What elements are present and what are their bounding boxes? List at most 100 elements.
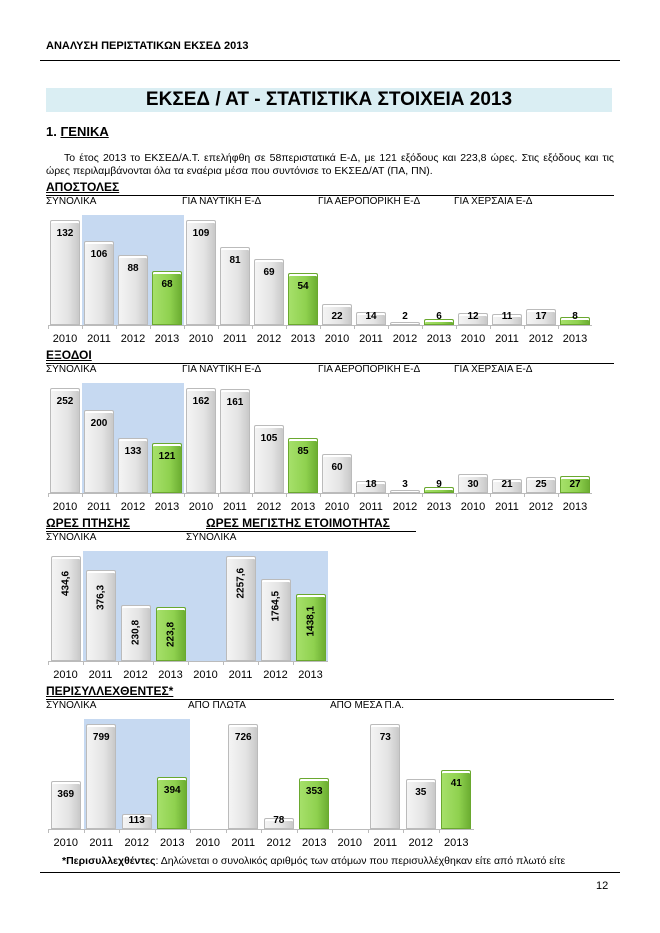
panel-label: ΓΙΑ ΝΑΥΤΙΚΗ Ε-Δ bbox=[182, 196, 262, 207]
x-tick bbox=[48, 325, 49, 329]
x-tick bbox=[286, 325, 287, 329]
x-tick bbox=[320, 493, 321, 497]
x-tick bbox=[118, 661, 119, 665]
bar-value-label: 14 bbox=[365, 311, 377, 322]
x-tick bbox=[188, 661, 189, 665]
page-title: ΕΚΣΕΔ / ΑΤ - ΣΤΑΤΙΣΤΙΚΑ ΣΤΟΙΧΕΙΑ 2013 bbox=[46, 88, 612, 112]
bar-2013 bbox=[424, 487, 454, 493]
bar-value-label: 22 bbox=[331, 311, 343, 322]
bar-2012 bbox=[118, 255, 148, 325]
x-tick-label: 2012 bbox=[392, 333, 418, 345]
x-tick bbox=[119, 829, 120, 833]
bar-value-label: 25 bbox=[535, 479, 547, 490]
bar-value-label: 230,8 bbox=[130, 620, 141, 646]
bar-2010 bbox=[50, 388, 80, 493]
x-tick-label: 2013 bbox=[290, 333, 316, 345]
x-tick bbox=[388, 493, 389, 497]
x-tick-label: 2012 bbox=[408, 837, 433, 849]
panel-label: ΓΙΑ ΧΕΡΣΑΙΑ Ε-Δ bbox=[454, 196, 533, 207]
section-title: ΓΕΝΙΚΑ bbox=[60, 124, 109, 139]
panel-label: ΑΠΟ ΠΛΩΤΑ bbox=[188, 700, 246, 711]
bar-value-label: 73 bbox=[379, 732, 391, 743]
x-tick bbox=[332, 829, 333, 833]
x-tick bbox=[154, 829, 156, 833]
bar-value-label: 3 bbox=[402, 479, 408, 490]
bar-value-label: 109 bbox=[192, 228, 210, 239]
x-tick bbox=[438, 829, 440, 833]
x-tick bbox=[116, 493, 117, 497]
chart-title: ΩΡΕΣ ΠΤΗΣΗΣ bbox=[46, 516, 130, 530]
bar-2010 bbox=[186, 388, 216, 493]
bar-2010 bbox=[50, 220, 80, 325]
bar-value-label: 1764,5 bbox=[270, 590, 281, 622]
bar-value-label: 133 bbox=[124, 445, 142, 457]
x-tick bbox=[354, 493, 355, 497]
bar-value-label: 132 bbox=[56, 228, 74, 239]
bar-value-label: 376,3 bbox=[95, 585, 106, 611]
panel-label: ΓΙΑ ΧΕΡΣΑΙΑ Ε-Δ bbox=[454, 364, 533, 375]
panel-label: ΣΥΝΟΛΙΚΑ bbox=[46, 700, 97, 711]
x-tick-label: 2010 bbox=[193, 669, 218, 681]
bar-value-label: 161 bbox=[226, 396, 244, 408]
section-rule bbox=[46, 531, 416, 532]
x-tick bbox=[252, 493, 253, 497]
x-tick bbox=[490, 325, 491, 329]
x-tick bbox=[252, 325, 253, 329]
bar-2013 bbox=[155, 606, 186, 661]
x-tick-label: 2011 bbox=[228, 669, 253, 681]
panel-label: ΓΙΑ ΑΕΡΟΠΟΡΙΚΗ Ε-Δ bbox=[318, 364, 421, 375]
x-tick bbox=[225, 829, 227, 833]
x-tick bbox=[150, 325, 151, 329]
bar-value-label: 8 bbox=[572, 311, 578, 322]
bar-value-label: 27 bbox=[569, 479, 581, 490]
x-tick-label: 2010 bbox=[188, 333, 214, 345]
x-tick bbox=[83, 661, 84, 665]
bar-2013 bbox=[299, 777, 330, 829]
panel-label: ΓΙΑ ΝΑΥΤΙΚΗ Ε-Δ bbox=[182, 364, 262, 375]
bar-value-label: 60 bbox=[331, 462, 343, 474]
x-tick bbox=[218, 325, 219, 329]
x-tick bbox=[116, 325, 117, 329]
bar-value-label: 18 bbox=[365, 479, 377, 490]
x-tick-label: 2013 bbox=[158, 669, 183, 681]
bar-value-label: 223,8 bbox=[165, 621, 176, 647]
bar-2012 bbox=[526, 308, 556, 325]
bar-2013 bbox=[424, 319, 454, 325]
x-tick-label: 2010 bbox=[195, 837, 220, 849]
section-heading: 1. ΓΕΝΙΚΑ bbox=[46, 124, 109, 139]
x-tick-label: 2010 bbox=[337, 837, 362, 849]
bar-2011 bbox=[228, 724, 259, 829]
x-tick bbox=[184, 325, 185, 329]
panel-label: ΣΥΝΟΛΙΚΑ bbox=[46, 532, 97, 543]
bar-2012 bbox=[263, 817, 294, 829]
bar-2013 bbox=[288, 272, 318, 325]
bar-value-label: 106 bbox=[90, 248, 108, 260]
bar-value-label: 105 bbox=[260, 432, 278, 444]
x-tick-label: 2012 bbox=[263, 669, 288, 681]
bar-value-label: 2257,6 bbox=[235, 567, 246, 599]
bar-value-label: 252 bbox=[56, 396, 74, 407]
x-tick-label: 2011 bbox=[231, 837, 256, 849]
x-tick bbox=[82, 325, 83, 329]
bar-2011 bbox=[356, 481, 386, 493]
bar-2012 bbox=[390, 490, 420, 493]
x-tick-label: 2013 bbox=[302, 837, 327, 849]
bar-value-label: 54 bbox=[297, 280, 309, 292]
bar-value-label: 369 bbox=[57, 788, 75, 800]
x-tick bbox=[456, 493, 457, 497]
bar-value-label: 121 bbox=[158, 450, 176, 462]
x-tick bbox=[48, 493, 49, 497]
bar-value-label: 11 bbox=[501, 311, 513, 322]
x-tick bbox=[558, 325, 559, 329]
x-tick-label: 2013 bbox=[562, 333, 588, 345]
bar-2011 bbox=[84, 409, 114, 493]
x-tick bbox=[261, 829, 262, 833]
bar-value-label: 78 bbox=[273, 815, 285, 826]
bar-value-label: 6 bbox=[436, 311, 442, 322]
bar-2010 bbox=[50, 780, 81, 829]
x-tick bbox=[258, 661, 259, 665]
bar-2010 bbox=[322, 303, 352, 325]
x-tick-label: 2013 bbox=[154, 333, 180, 345]
bar-2012 bbox=[390, 322, 420, 325]
